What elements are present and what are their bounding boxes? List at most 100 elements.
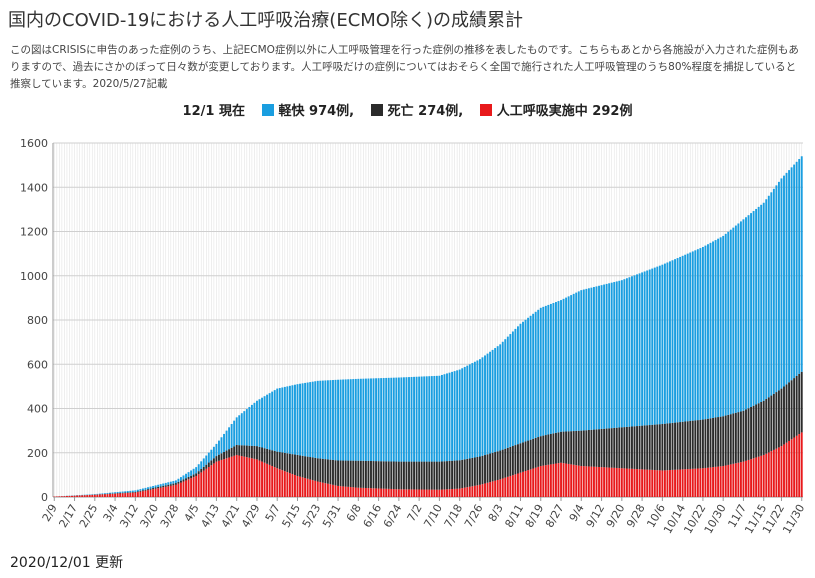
bar-segment-recovered xyxy=(537,309,540,438)
bar-segment-recovered xyxy=(641,272,644,426)
bar-segment-deceased xyxy=(215,456,218,462)
x-tick-label: 4/29 xyxy=(239,502,263,530)
bar-segment-deceased xyxy=(435,461,438,490)
bar-segment-ongoing xyxy=(775,448,778,497)
bar-segment-recovered xyxy=(633,275,636,427)
bar-segment-deceased xyxy=(669,423,671,471)
bar-segment-recovered xyxy=(413,376,416,462)
bar-segment-ongoing xyxy=(382,488,385,497)
bar-segment-deceased xyxy=(253,445,256,459)
bar-segment-deceased xyxy=(681,421,684,470)
bar-segment-recovered xyxy=(261,397,263,448)
bar-segment-recovered xyxy=(656,266,659,425)
bar-segment-deceased xyxy=(567,431,570,464)
bar-segment-ongoing xyxy=(537,466,540,497)
bar-segment-recovered xyxy=(311,381,314,458)
bar-segment-ongoing xyxy=(684,469,687,497)
bar-segment-ongoing xyxy=(780,446,783,497)
bar-segment-ongoing xyxy=(514,474,517,497)
bar-segment-ongoing xyxy=(694,468,697,497)
bar-segment-ongoing xyxy=(767,452,770,497)
bar-segment-deceased xyxy=(212,458,215,464)
bar-segment-deceased xyxy=(603,428,606,468)
bar-segment-deceased xyxy=(172,483,175,486)
bar-segment-ongoing xyxy=(223,459,225,497)
bar-segment-recovered xyxy=(136,489,139,492)
bar-segment-ongoing xyxy=(501,478,504,497)
bar-segment-deceased xyxy=(210,460,213,466)
bar-segment-recovered xyxy=(116,492,119,494)
bar-segment-deceased xyxy=(167,484,170,487)
bar-segment-ongoing xyxy=(174,484,177,497)
bar-segment-deceased xyxy=(180,480,182,483)
bar-segment-recovered xyxy=(352,379,355,461)
bar-segment-deceased xyxy=(410,461,413,490)
bar-segment-ongoing xyxy=(283,471,286,497)
bar-segment-recovered xyxy=(653,267,656,425)
bar-segment-recovered xyxy=(694,250,697,421)
bar-segment-deceased xyxy=(501,449,504,479)
legend-label-deceased: 死亡 274例, xyxy=(387,104,464,119)
bar-segment-ongoing xyxy=(413,489,416,497)
bar-segment-ongoing xyxy=(529,469,532,497)
bar-segment-ongoing xyxy=(661,470,664,497)
bar-segment-ongoing xyxy=(628,468,631,497)
bar-segment-deceased xyxy=(760,402,763,456)
bar-segment-ongoing xyxy=(352,487,355,497)
bar-segment-ongoing xyxy=(215,461,218,497)
bar-segment-recovered xyxy=(410,376,413,462)
bar-segment-ongoing xyxy=(582,466,585,497)
bar-segment-ongoing xyxy=(547,464,550,497)
bar-segment-ongoing xyxy=(248,457,251,497)
bar-segment-ongoing xyxy=(679,469,682,497)
bar-segment-recovered xyxy=(126,491,129,493)
bar-segment-ongoing xyxy=(294,475,296,497)
bar-segment-deceased xyxy=(712,417,715,468)
bar-segment-ongoing xyxy=(375,488,378,497)
bar-segment-deceased xyxy=(223,451,225,460)
bar-segment-ongoing xyxy=(641,469,644,497)
bar-segment-deceased xyxy=(451,460,454,490)
bar-segment-ongoing xyxy=(392,489,395,497)
bar-segment-recovered xyxy=(212,446,215,459)
bar-segment-ongoing xyxy=(200,472,203,497)
bar-segment-ongoing xyxy=(271,466,274,497)
bar-segment-ongoing xyxy=(91,494,94,497)
bar-segment-ongoing xyxy=(233,455,236,497)
y-tick-label: 600 xyxy=(27,358,48,371)
bar-segment-ongoing xyxy=(456,488,459,497)
bar-segment-deceased xyxy=(316,458,319,482)
bar-segment-ongoing xyxy=(55,496,58,497)
bar-segment-deceased xyxy=(587,430,590,467)
bar-segment-ongoing xyxy=(415,489,418,497)
bar-segment-recovered xyxy=(157,484,160,487)
bar-segment-ongoing xyxy=(395,489,398,497)
bar-segment-deceased xyxy=(271,450,274,467)
bar-segment-ongoing xyxy=(747,459,750,497)
bar-segment-recovered xyxy=(534,311,537,438)
bar-segment-deceased xyxy=(598,429,600,467)
bar-segment-recovered xyxy=(276,388,279,452)
bar-segment-ongoing xyxy=(258,460,261,497)
bar-segment-ongoing xyxy=(555,463,557,497)
legend-swatch-ongoing xyxy=(479,104,492,116)
bar-segment-ongoing xyxy=(443,489,446,497)
bar-segment-ongoing xyxy=(701,468,704,497)
bar-segment-ongoing xyxy=(745,460,747,497)
bar-segment-ongoing xyxy=(651,469,654,497)
bar-segment-recovered xyxy=(367,378,370,461)
bar-segment-deceased xyxy=(261,447,263,462)
bar-segment-recovered xyxy=(783,175,785,387)
bar-segment-deceased xyxy=(238,445,241,456)
bar-segment-deceased xyxy=(392,461,395,490)
bar-segment-ongoing xyxy=(147,490,149,497)
bar-segment-deceased xyxy=(278,452,281,470)
bar-segment-ongoing xyxy=(724,465,727,497)
bar-segment-recovered xyxy=(565,297,568,432)
bar-segment-deceased xyxy=(352,460,355,488)
bar-segment-ongoing xyxy=(727,464,730,497)
bar-segment-ongoing xyxy=(58,496,61,497)
bar-segment-recovered xyxy=(129,490,132,493)
bar-segment-ongoing xyxy=(704,467,707,497)
bar-segment-ongoing xyxy=(220,459,223,497)
